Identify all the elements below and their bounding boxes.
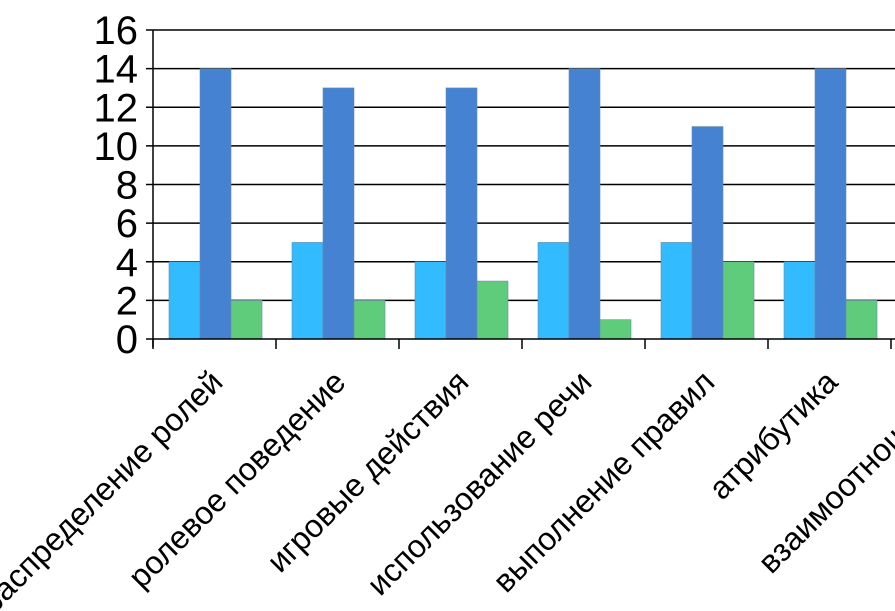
x-category-label: выполнение правил — [486, 363, 722, 599]
bar — [445, 87, 478, 340]
bar — [537, 242, 570, 340]
bars — [168, 68, 878, 340]
y-tick-label: 8 — [116, 164, 138, 208]
y-tick-label: 4 — [116, 241, 138, 285]
bar — [322, 87, 355, 340]
bar — [722, 261, 755, 340]
bar — [691, 126, 724, 340]
gridlines — [146, 29, 895, 340]
x-category-label: распределение ролей — [0, 363, 229, 611]
x-category-label: использование речи — [360, 363, 599, 602]
axes — [152, 30, 895, 349]
y-tick-label: 10 — [94, 125, 139, 169]
bar — [414, 261, 447, 340]
x-category-label: ролевое поведение — [121, 363, 352, 594]
bar — [845, 300, 878, 340]
x-category-label: игровые действия — [260, 363, 476, 579]
bar — [353, 300, 386, 340]
y-tick-label: 12 — [94, 86, 139, 130]
bar — [814, 68, 847, 340]
y-tick-label: 6 — [116, 202, 138, 246]
bar — [291, 242, 324, 340]
bar — [168, 261, 201, 340]
bar — [568, 68, 601, 340]
y-tick-label: 0 — [116, 318, 138, 362]
bar — [476, 280, 509, 340]
y-tick-label: 14 — [94, 48, 139, 92]
bar — [230, 300, 263, 340]
bar — [599, 319, 632, 340]
bar — [199, 68, 232, 340]
y-tick-label: 16 — [94, 9, 139, 53]
y-tick-label: 2 — [116, 279, 138, 323]
bar — [660, 242, 693, 340]
bar — [783, 261, 816, 340]
